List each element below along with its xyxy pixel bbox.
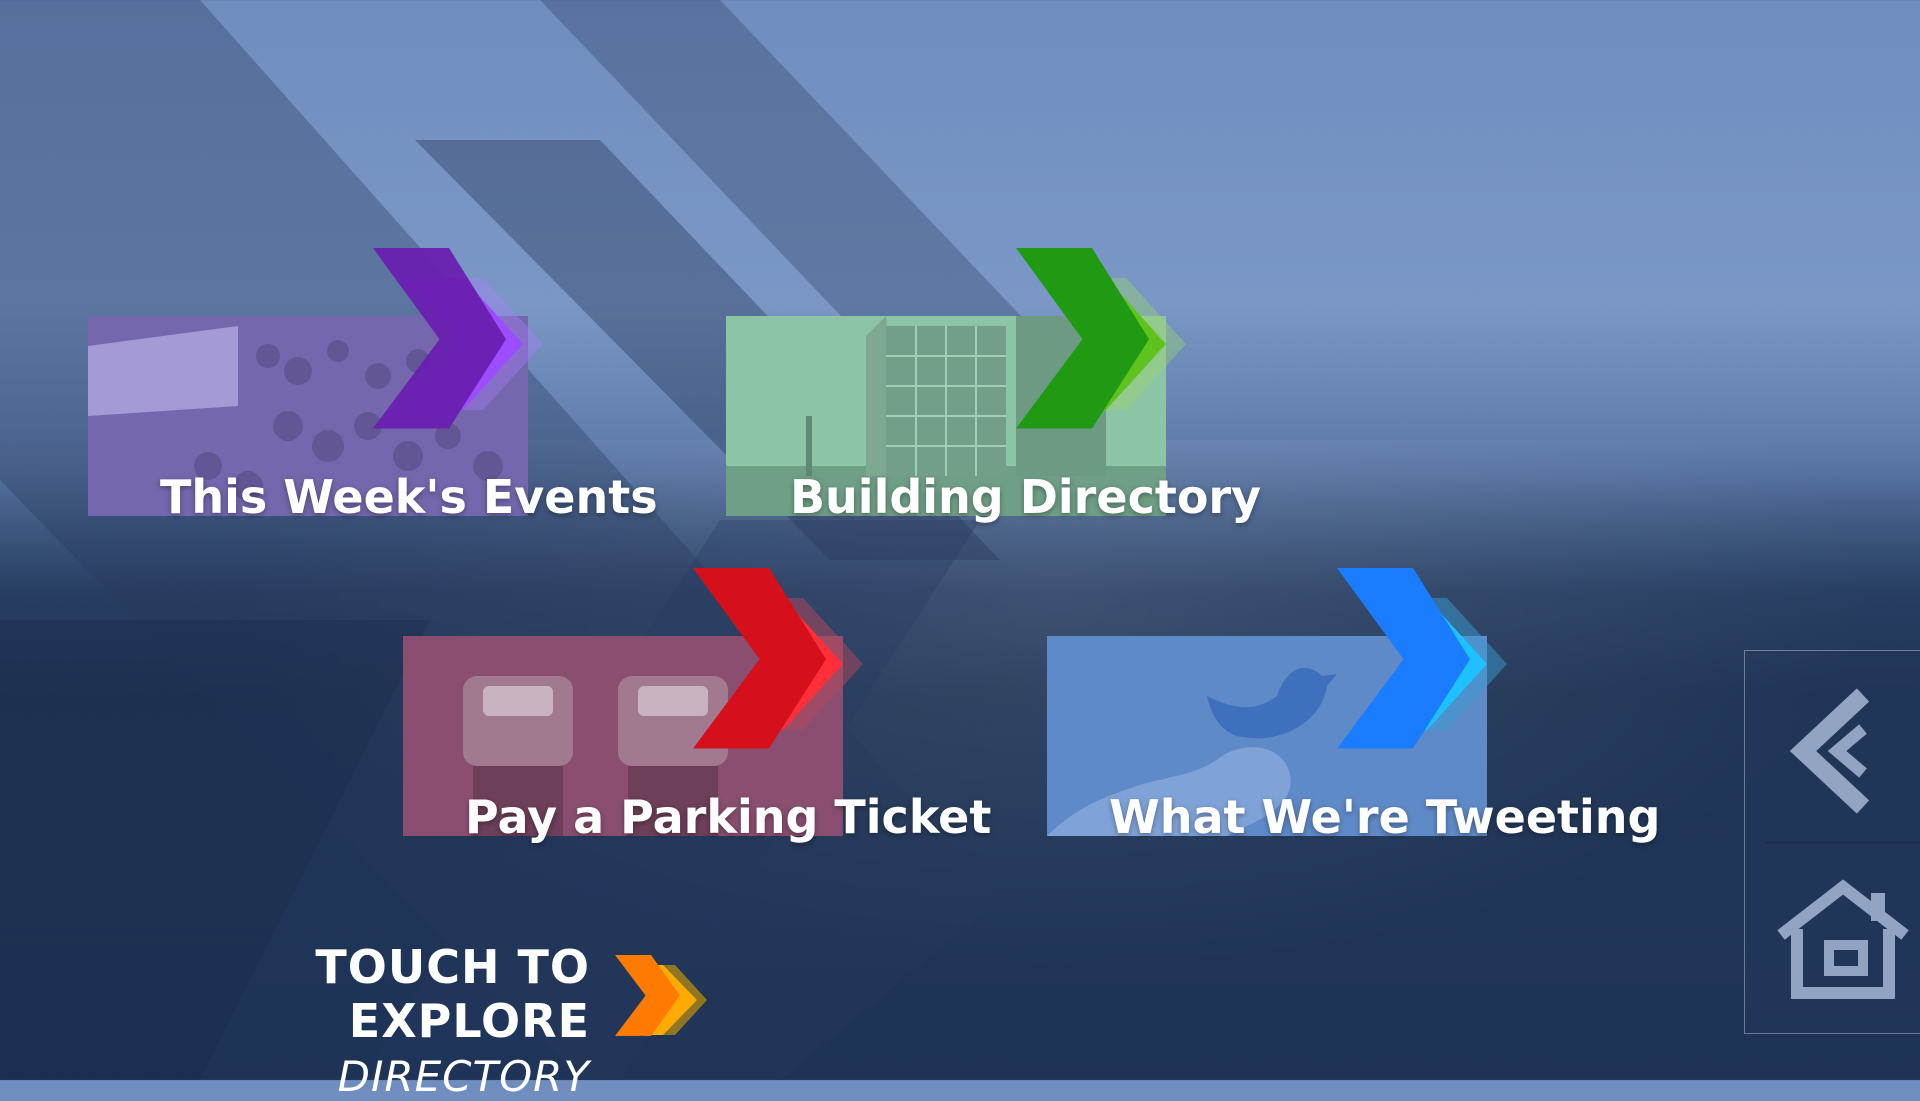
chevron-icon: [1016, 248, 1186, 429]
tile-this-weeks-events[interactable]: This Week's Events: [88, 248, 658, 528]
tile-pay-parking-ticket[interactable]: Pay a Parking Ticket: [403, 568, 991, 848]
chevron-icon: [693, 568, 863, 749]
chevron-icon: [1337, 568, 1507, 749]
explore-chevron-icon: [615, 955, 707, 1036]
side-nav: [1744, 650, 1920, 1034]
tile-label: Building Directory: [790, 470, 1262, 524]
chevron-icon: [373, 248, 543, 429]
back-button[interactable]: [1745, 651, 1920, 841]
home-icon: [1777, 879, 1909, 999]
back-chevron-icon: [1789, 688, 1870, 814]
tile-label: This Week's Events: [160, 470, 658, 524]
nav-divider: [1765, 841, 1920, 844]
tile-label: What We're Tweeting: [1109, 790, 1661, 844]
tile-building-directory[interactable]: Building Directory: [726, 248, 1266, 528]
tile-what-were-tweeting[interactable]: What We're Tweeting: [1047, 568, 1660, 848]
explore-subtitle: DIRECTORY: [337, 1052, 590, 1101]
tile-label: Pay a Parking Ticket: [465, 790, 992, 844]
touch-to-explore[interactable]: TOUCH TO EXPLORE DIRECTORY: [70, 940, 590, 1101]
explore-title: TOUCH TO EXPLORE: [315, 940, 590, 1048]
home-button[interactable]: [1745, 843, 1920, 1033]
background-sea: [0, 440, 1920, 1080]
